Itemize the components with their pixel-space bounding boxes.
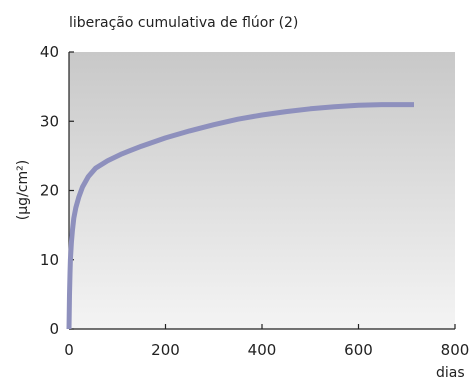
plot-area [69,52,455,329]
x-tick-label: 0 [64,341,74,359]
y-tick-label: 40 [40,43,59,61]
x-tick-label: 800 [441,341,470,359]
y-tick-label: 30 [40,112,59,130]
series-line [66,102,414,330]
x-axis-title: dias [436,365,465,380]
x-tick-label: 400 [248,341,277,359]
y-axis-title: (µg/cm²) [15,160,31,220]
x-tick-label: 200 [151,341,180,359]
x-tick-label: 600 [344,341,373,359]
y-tick-label: 20 [40,182,59,200]
y-tick-label: 10 [40,251,59,269]
chart-title: liberação cumulativa de flúor (2) [69,15,298,31]
y-tick-label: 0 [49,320,59,338]
